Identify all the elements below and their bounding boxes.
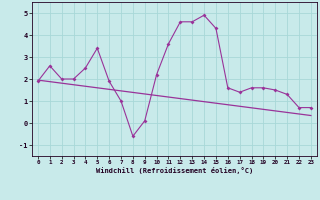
X-axis label: Windchill (Refroidissement éolien,°C): Windchill (Refroidissement éolien,°C)	[96, 167, 253, 174]
